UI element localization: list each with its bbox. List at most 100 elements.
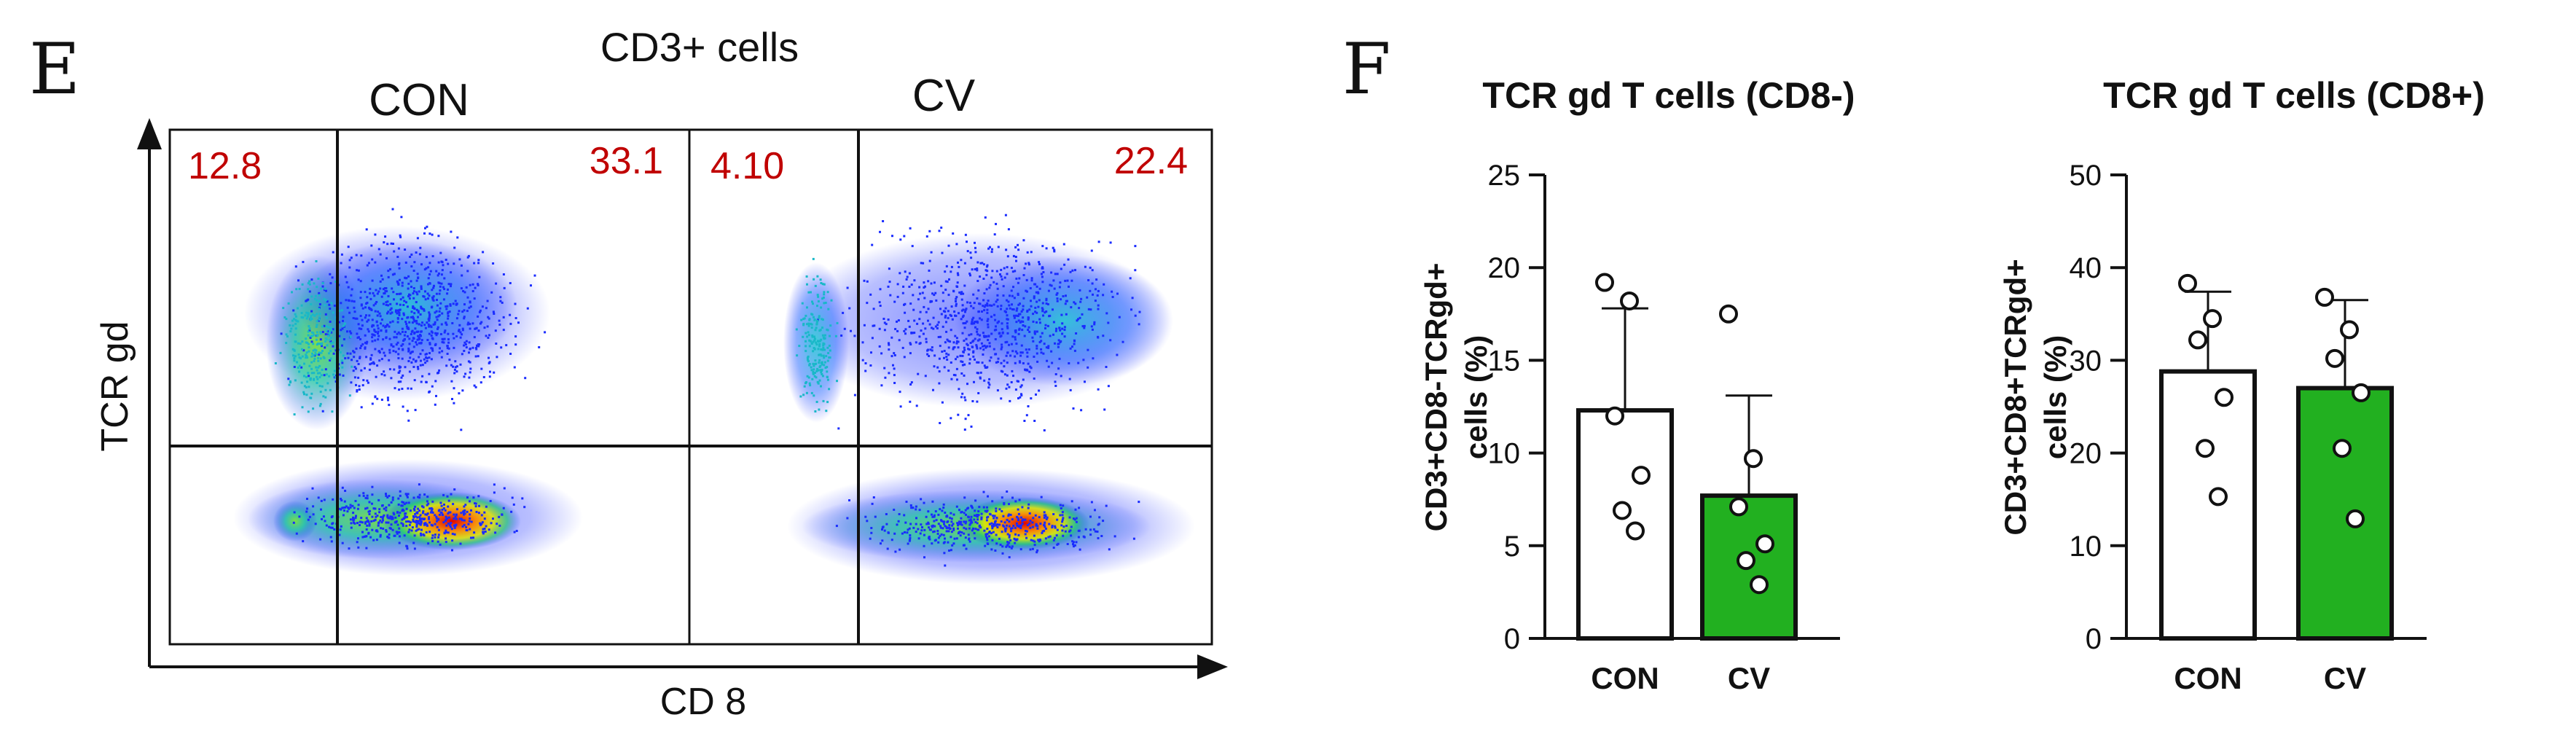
flow-event-dot	[1041, 308, 1044, 311]
flow-event-dot	[993, 515, 996, 517]
flow-event-dot	[945, 356, 948, 359]
flow-event-dot	[324, 333, 327, 336]
flow-event-dot	[383, 241, 385, 243]
flow-event-dot	[308, 325, 310, 328]
flow-event-dot	[385, 301, 388, 304]
flow-event-dot	[920, 262, 923, 265]
flow-event-dot	[374, 348, 377, 351]
flow-event-dot	[972, 293, 975, 296]
flow-event-dot	[380, 329, 383, 332]
flow-event-dot	[957, 413, 960, 416]
flow-event-dot	[431, 385, 434, 388]
flow-event-dot	[985, 510, 988, 513]
flow-event-dot	[951, 524, 954, 527]
flow-event-dot	[346, 510, 349, 513]
flow-event-dot	[1008, 545, 1011, 548]
flow-event-dot	[420, 380, 423, 383]
flow-event-dot	[1086, 296, 1089, 299]
flow-event-dot	[1047, 536, 1050, 539]
flow-event-dot	[353, 356, 356, 359]
flow-event-dot	[436, 540, 439, 543]
flow-event-dot	[1006, 266, 1009, 269]
flow-event-dot	[415, 319, 418, 322]
flow-event-dot	[501, 301, 504, 304]
flow-event-dot	[293, 359, 296, 362]
flow-event-dot	[342, 324, 345, 327]
flow-event-dot	[324, 368, 327, 371]
flow-event-dot	[397, 380, 400, 383]
flow-event-dot	[903, 514, 906, 517]
flow-event-dot	[332, 341, 334, 344]
flow-event-dot	[400, 376, 403, 379]
flow-event-dot	[1014, 500, 1017, 503]
flow-event-dot	[813, 347, 815, 349]
flow-event-dot	[369, 358, 372, 361]
flow-event-dot	[993, 233, 996, 236]
flow-event-dot	[473, 262, 476, 265]
flow-event-dot	[369, 297, 372, 300]
flow-event-dot	[808, 364, 811, 367]
flow-event-dot	[939, 508, 941, 511]
flow-event-dot	[469, 517, 471, 520]
flow-event-dot	[807, 359, 809, 361]
flow-event-dot	[823, 291, 826, 294]
flow-event-dot	[338, 507, 341, 510]
flow-event-dot	[931, 500, 934, 503]
flow-event-dot	[347, 246, 350, 249]
flow-event-dot	[1006, 544, 1009, 547]
flow-event-dot	[455, 302, 458, 305]
flow-event-dot	[1040, 351, 1043, 354]
flow-event-dot	[453, 402, 455, 404]
flow-event-dot	[407, 520, 410, 523]
flow-event-dot	[814, 372, 816, 375]
flow-event-dot	[947, 316, 950, 319]
flow-event-dot	[960, 291, 963, 294]
flow-event-dot	[447, 516, 450, 519]
flow-event-dot	[1075, 541, 1078, 544]
flow-event-dot	[946, 338, 949, 341]
flow-event-dot	[955, 537, 958, 540]
flow-event-dot	[315, 260, 318, 262]
flow-event-dot	[365, 547, 368, 550]
flow-event-dot	[883, 367, 886, 369]
flow-event-dot	[415, 343, 418, 346]
flow-event-dot	[906, 275, 909, 278]
flow-event-dot	[1081, 313, 1084, 316]
flow-event-dot	[407, 360, 410, 362]
flow-event-dot	[955, 505, 958, 508]
flow-event-dot	[450, 528, 453, 531]
flow-event-dot	[1078, 307, 1081, 310]
flow-event-dot	[980, 318, 983, 321]
flow-event-dot	[835, 525, 838, 528]
flow-event-dot	[323, 297, 326, 300]
flow-event-dot	[469, 528, 471, 531]
flow-event-dot	[1014, 329, 1017, 332]
flow-event-dot	[969, 251, 972, 254]
flow-event-dot	[910, 283, 913, 286]
flow-event-dot	[973, 532, 976, 535]
flow-event-dot	[404, 277, 407, 280]
flow-event-dot	[807, 324, 810, 327]
flow-event-dot	[401, 318, 404, 321]
flow-event-dot	[313, 360, 316, 362]
flow-event-dot	[308, 346, 310, 349]
flow-event-dot	[306, 498, 308, 500]
flow-event-dot	[848, 499, 850, 501]
flow-event-dot	[430, 330, 433, 333]
flow-event-dot	[802, 394, 805, 396]
flow-event-dot	[447, 512, 450, 515]
flow-event-dot	[310, 372, 313, 375]
flow-event-dot	[977, 510, 980, 513]
flow-event-dot	[410, 316, 412, 318]
flow-event-dot	[823, 337, 826, 340]
flow-event-dot	[817, 300, 820, 302]
flow-event-dot	[380, 318, 383, 321]
flow-event-dot	[955, 296, 958, 299]
flow-event-dot	[447, 317, 450, 320]
flow-event-dot	[922, 332, 925, 335]
flow-event-dot	[1025, 369, 1027, 372]
flow-event-dot	[976, 400, 979, 403]
flow-event-dot	[442, 507, 445, 510]
flow-event-dot	[1111, 296, 1114, 298]
flow-event-dot	[425, 531, 428, 533]
